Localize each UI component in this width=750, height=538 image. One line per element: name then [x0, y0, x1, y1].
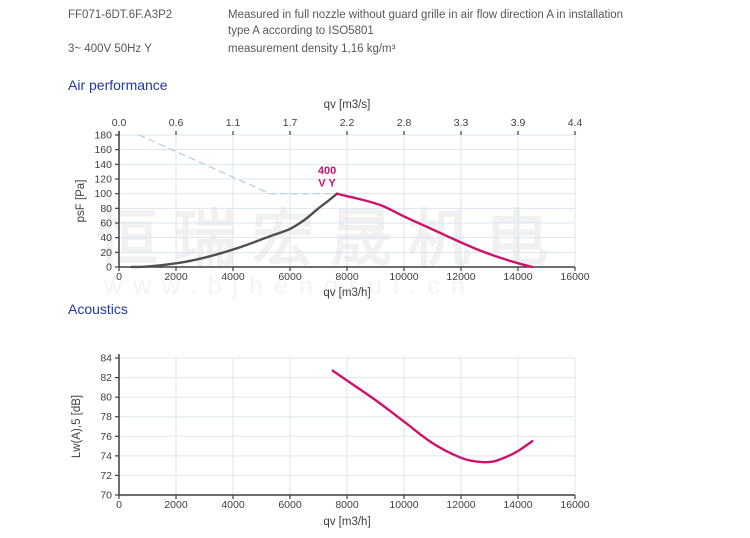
tick-label: 2000 [164, 271, 188, 283]
tick-label: 12000 [446, 499, 475, 511]
y-axis: 0 20 40 60 80 100 120 140 160 180 psF [Pa] [75, 130, 119, 274]
grid [119, 134, 576, 267]
y-axis: 70 72 74 76 78 80 82 84 Lw(A),5 [dB] [71, 353, 119, 502]
model-number: FF071-6DT.6F.A3P2 [68, 9, 173, 21]
tick-label: 78 [100, 411, 112, 423]
tick-label: 14000 [503, 499, 532, 511]
watermark-url-text: www.bjhengrui.cn [104, 272, 476, 300]
x-axis-title: qv [m3/h] [323, 287, 370, 299]
tick-label: 14000 [503, 271, 532, 283]
tick-label: 8000 [335, 499, 359, 511]
x-axis-title: qv [m3/h] [323, 516, 370, 528]
tick-label: 74 [100, 450, 112, 462]
x-axis-bottom: 0 2000 4000 6000 8000 10000 12000 14000 16000 qv … [116, 495, 590, 528]
air-performance-svg: 0 2000 4000 6000 8000 10000 12000 14000 16000qv … [75, 99, 590, 299]
tick-label: 8000 [335, 271, 359, 283]
tick-label: 10000 [389, 271, 418, 283]
tick-label: 1.1 [226, 117, 241, 129]
tick-label: 12000 [446, 271, 475, 283]
tick-label: 4000 [221, 499, 245, 511]
air-performance-heading: Air performance [68, 77, 168, 93]
y-axis-title: psF [Pa] [75, 180, 87, 223]
measurement-note-line1: Measured in full nozzle without guard gr… [228, 9, 624, 21]
tick-label: 76 [100, 431, 112, 443]
measurement-note-line2: type A according to ISO5801 [228, 25, 374, 37]
tick-label: 2.8 [397, 117, 412, 129]
tick-label: 180 [94, 130, 112, 142]
tick-label: 6000 [278, 271, 302, 283]
tick-label: 82 [100, 372, 112, 384]
tick-label: 0.0 [112, 117, 127, 129]
tick-label: 140 [94, 159, 112, 171]
tick-label: 2.2 [340, 117, 355, 129]
curve-annotation: V Y [318, 177, 336, 189]
tick-label: 16000 [560, 499, 589, 511]
power-spec: 3~ 400V 50Hz Y [68, 43, 152, 55]
tick-label: 6000 [278, 499, 302, 511]
tick-label: 70 [100, 490, 112, 502]
tick-label: 4000 [221, 271, 245, 283]
curve-annotation: 400 [318, 165, 336, 177]
tick-label: 0 [106, 262, 112, 274]
acoustics-svg: 0 2000 4000 6000 8000 10000 12000 14000 16000 qv … [71, 353, 590, 529]
tick-label: 84 [100, 353, 112, 365]
tick-label: 40 [100, 232, 112, 244]
tick-label: 80 [100, 203, 112, 215]
grid [119, 357, 576, 495]
tick-label: 20 [100, 247, 112, 259]
tick-label: 2000 [164, 499, 188, 511]
tick-label: 10000 [389, 499, 418, 511]
tick-label: 80 [100, 392, 112, 404]
tick-label: 0 [116, 499, 122, 511]
x-axis-top: qv [m3/s] 0.0 0.6 1.1 1.7 2.2 2.8 3.3 3.9 4.4 [112, 99, 583, 135]
tick-label: 3.9 [511, 117, 526, 129]
tick-label: 60 [100, 218, 112, 230]
tick-label: 1.7 [283, 117, 298, 129]
tick-label: 160 [94, 144, 112, 156]
acoustics-chart: 0 2000 4000 6000 8000 10000 12000 14000 16000 qv … [62, 340, 592, 537]
series-sound-power-level [331, 369, 534, 464]
tick-label: 3.3 [454, 117, 469, 129]
tick-label: 120 [94, 174, 112, 186]
series-fan-curve [130, 192, 339, 269]
y-axis-title: Lw(A),5 [dB] [71, 395, 83, 458]
series-pressure-limit-dashed [138, 134, 338, 195]
tick-label: 0.6 [169, 117, 184, 129]
acoustics-heading: Acoustics [68, 301, 128, 317]
density-note: measurement density 1,16 kg/m³ [228, 43, 396, 55]
x-axis-top-title: qv [m3/s] [324, 99, 371, 111]
tick-label: 0 [116, 271, 122, 283]
tick-label: 4.4 [568, 117, 583, 129]
watermark-cjk-text: 恒瑞宏晟机电 [96, 205, 565, 274]
x-axis-bottom: 0 2000 4000 6000 8000 10000 12000 14000 16000 qv … [116, 267, 590, 299]
air-performance-chart: 0 2000 4000 6000 8000 10000 12000 14000 16000 qv … [62, 96, 592, 313]
tick-label: 100 [94, 188, 112, 200]
tick-label: 72 [100, 470, 112, 482]
tick-label: 16000 [560, 271, 589, 283]
series-operating-curve-400VY [335, 192, 534, 269]
